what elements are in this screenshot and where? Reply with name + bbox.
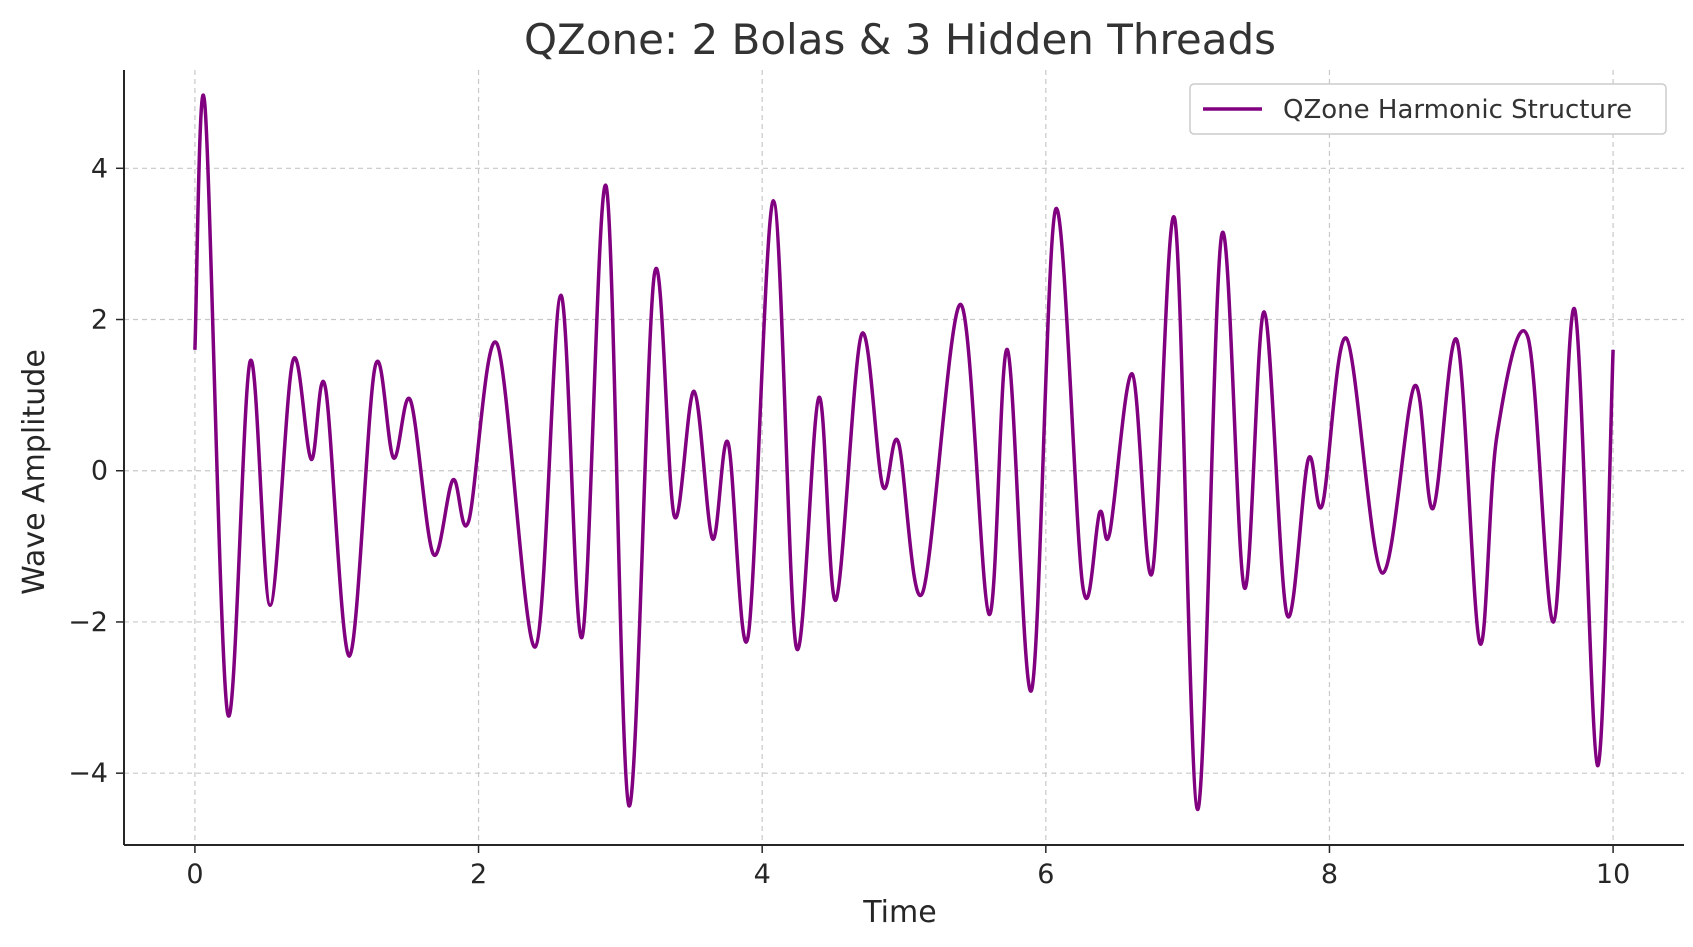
- series-line: [193, 93, 1615, 812]
- y-tick-label: 0: [91, 456, 108, 487]
- y-axis-ticks: −4 −2 0 2 4: [68, 153, 124, 789]
- y-tick-label: −4: [68, 758, 108, 789]
- y-tick-label: −2: [68, 607, 108, 638]
- x-tick-label: 10: [1596, 859, 1630, 890]
- axes: [123, 70, 1684, 846]
- y-tick-label: 2: [91, 305, 108, 336]
- x-tick-label: 0: [186, 859, 203, 890]
- grid-lines: [124, 70, 1684, 845]
- x-tick-label: 2: [470, 859, 487, 890]
- legend: QZone Harmonic Structure: [1189, 83, 1667, 135]
- y-tick-label: 4: [91, 153, 108, 184]
- x-tick-label: 8: [1321, 859, 1338, 890]
- x-axis-label: Time: [862, 895, 936, 930]
- legend-box: [1189, 83, 1667, 135]
- x-axis-ticks: 0 2 4 6 8 10: [186, 845, 1630, 890]
- x-tick-label: 4: [754, 859, 771, 890]
- y-axis-label: Wave Amplitude: [17, 349, 52, 595]
- x-tick-label: 6: [1037, 859, 1054, 890]
- legend-label: QZone Harmonic Structure: [1283, 95, 1632, 125]
- plot-area: [193, 93, 1615, 812]
- chart-title: QZone: 2 Bolas & 3 Hidden Threads: [524, 15, 1276, 64]
